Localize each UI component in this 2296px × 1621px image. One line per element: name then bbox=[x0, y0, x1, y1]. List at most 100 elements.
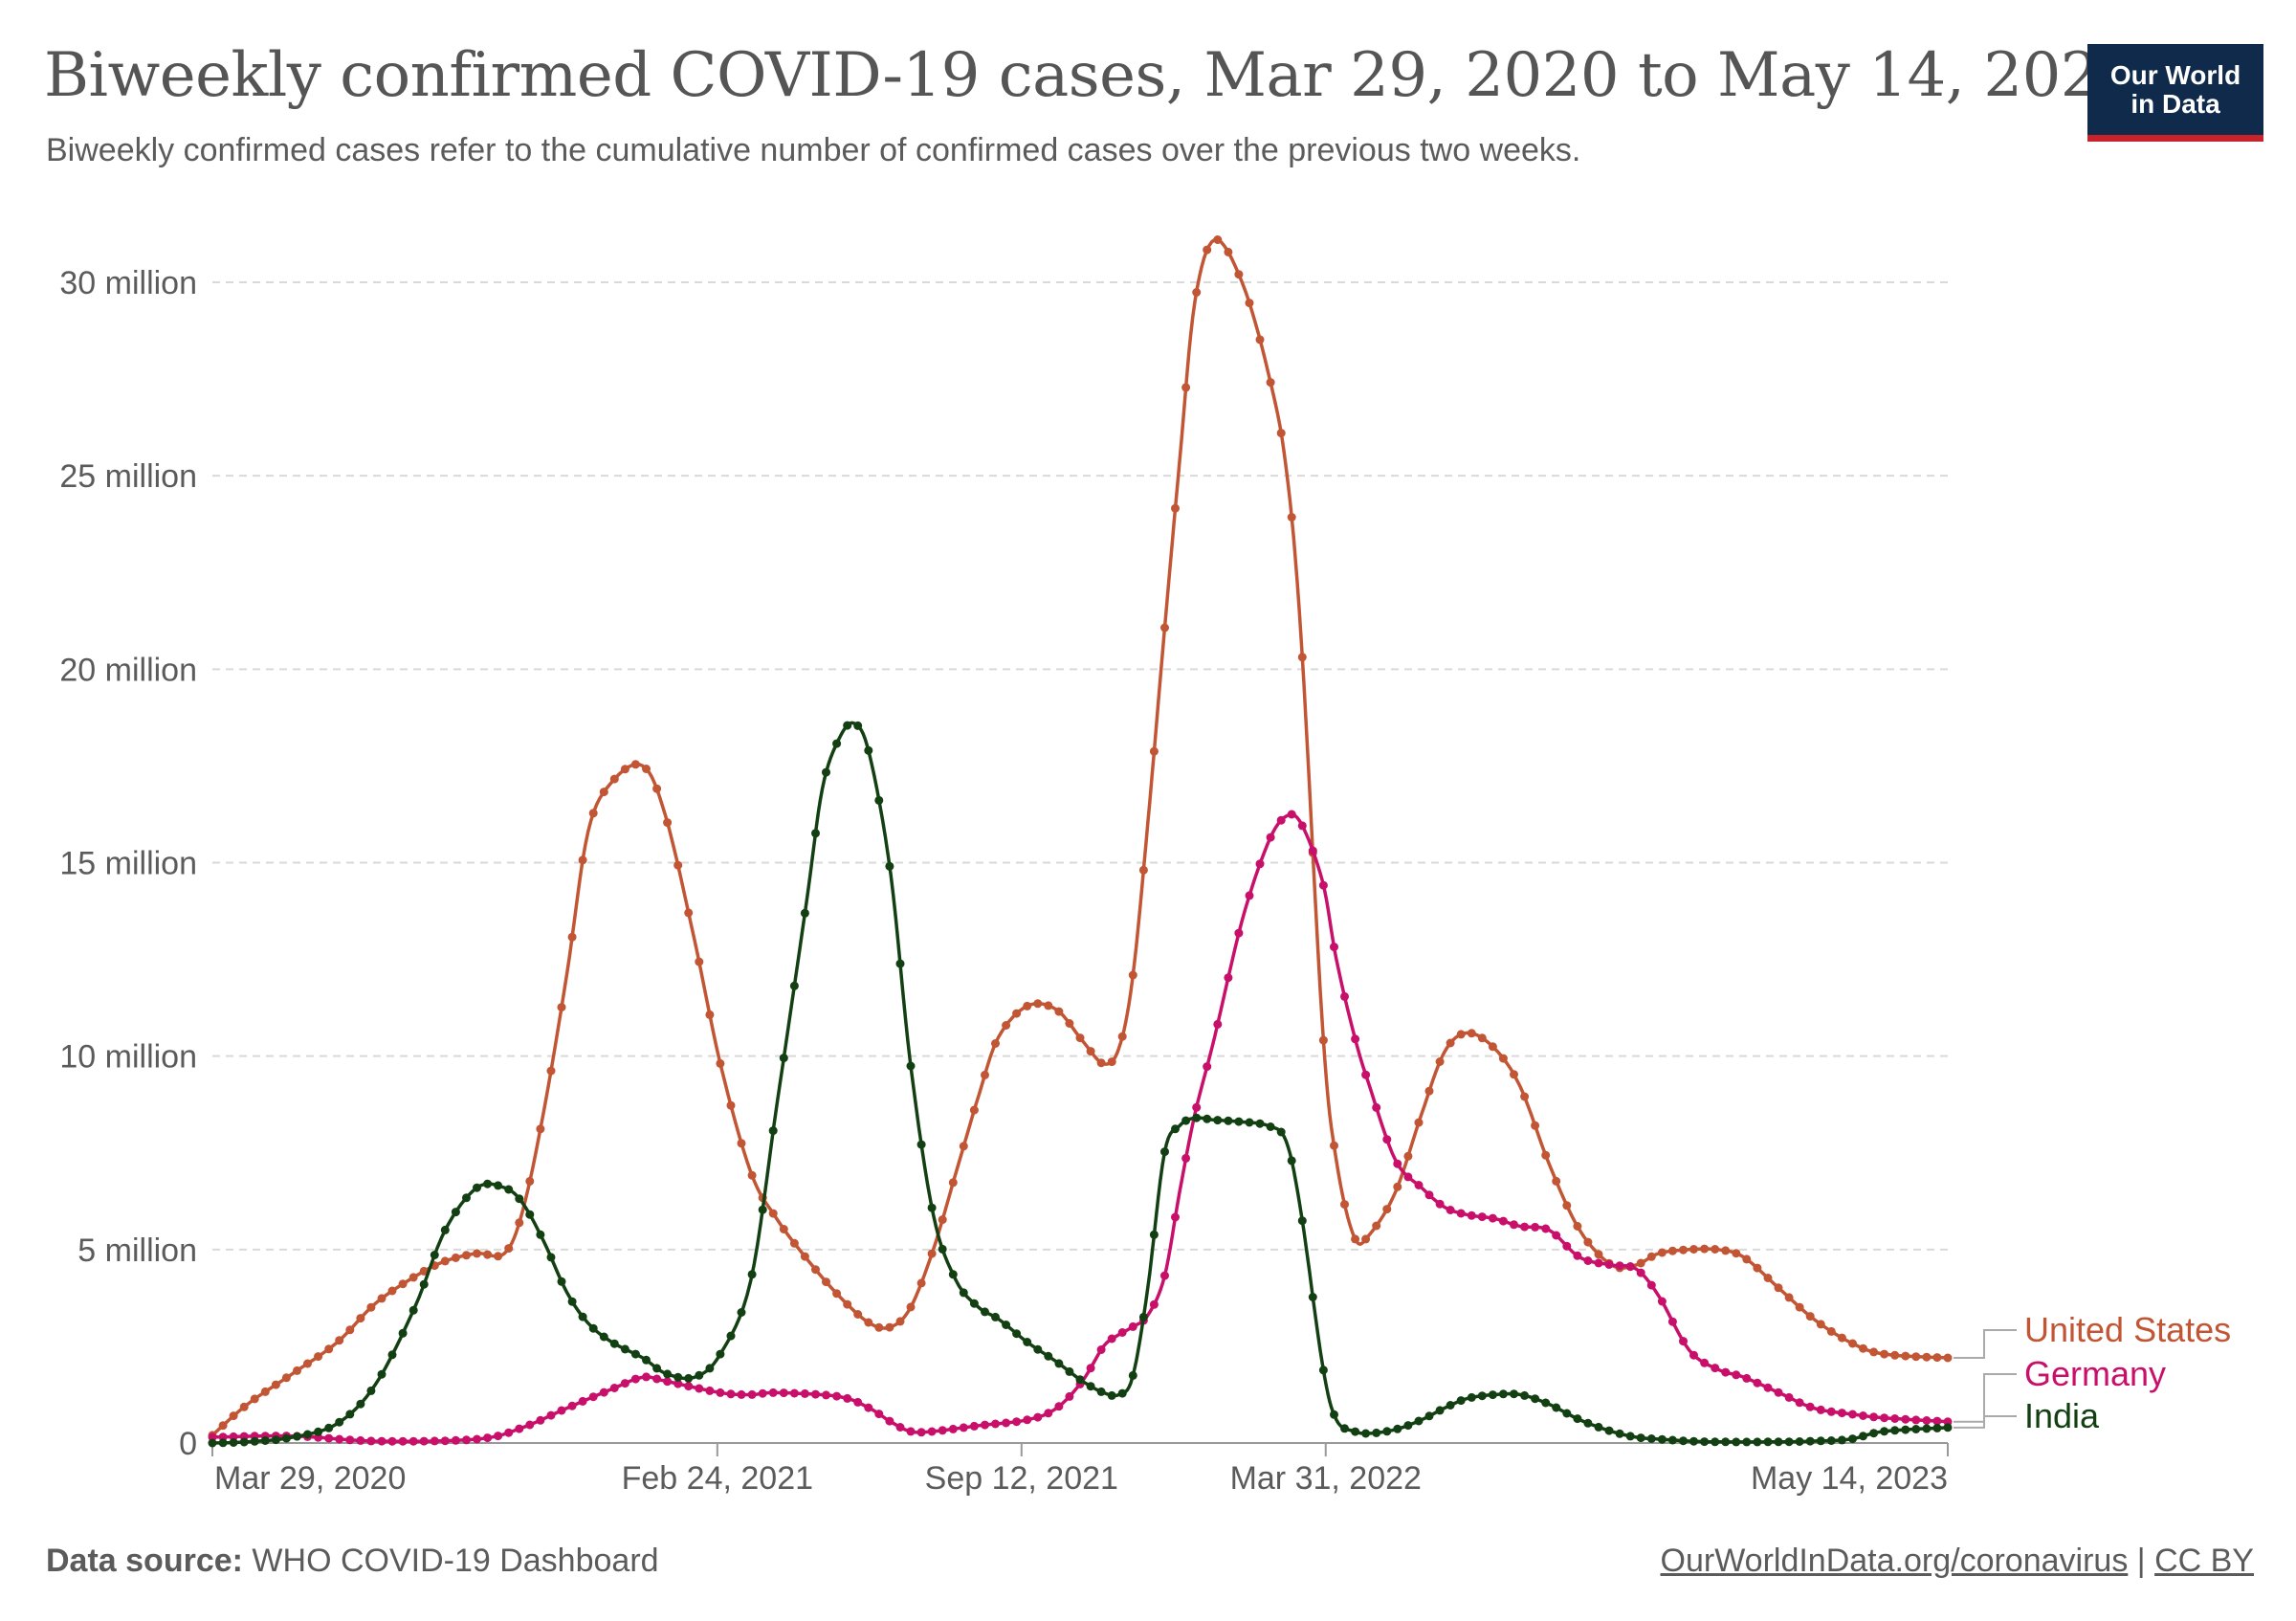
data-point bbox=[927, 1249, 937, 1258]
data-point bbox=[832, 739, 842, 748]
data-point bbox=[1742, 1437, 1752, 1447]
data-point bbox=[948, 1270, 958, 1279]
data-point bbox=[1128, 1321, 1137, 1331]
data-point bbox=[1096, 1387, 1106, 1396]
data-point bbox=[1054, 1402, 1064, 1411]
data-point bbox=[1160, 623, 1169, 633]
data-point bbox=[1192, 1102, 1202, 1112]
data-point bbox=[1351, 1034, 1360, 1044]
data-point bbox=[1107, 1057, 1116, 1067]
data-point bbox=[1636, 1258, 1645, 1268]
data-point bbox=[663, 1369, 673, 1379]
coronavirus-link[interactable]: OurWorldInData.org/coronavirus bbox=[1660, 1543, 2129, 1579]
data-point bbox=[1531, 1121, 1540, 1130]
data-point bbox=[1477, 1033, 1487, 1043]
data-point bbox=[684, 908, 694, 918]
data-point bbox=[1213, 1116, 1223, 1125]
data-point bbox=[906, 1061, 916, 1071]
data-point bbox=[1943, 1353, 1953, 1363]
data-point bbox=[557, 1003, 566, 1012]
owid-logo[interactable]: Our World in Data bbox=[2087, 44, 2263, 142]
data-point bbox=[726, 1100, 736, 1110]
data-point bbox=[1646, 1434, 1656, 1443]
footer-links: OurWorldInData.org/coronavirus | CC BY bbox=[1661, 1543, 2254, 1580]
data-point bbox=[578, 1312, 587, 1321]
data-point bbox=[462, 1193, 471, 1203]
data-point bbox=[811, 1265, 820, 1275]
data-point bbox=[1467, 1210, 1476, 1220]
data-point bbox=[281, 1433, 291, 1443]
data-point bbox=[229, 1411, 238, 1421]
data-point bbox=[1679, 1436, 1688, 1446]
series-label: India bbox=[2024, 1396, 2100, 1435]
data-point bbox=[1774, 1388, 1783, 1397]
data-point bbox=[1498, 1389, 1508, 1399]
data-point bbox=[1403, 1172, 1413, 1182]
series-line bbox=[211, 812, 1949, 1443]
data-point bbox=[885, 1416, 894, 1426]
data-point bbox=[895, 959, 905, 968]
data-point bbox=[281, 1373, 291, 1383]
grid-lines: 0 5 million 10 million 15 million 20 million… bbox=[59, 265, 1948, 1462]
data-point bbox=[1149, 1230, 1159, 1239]
data-point bbox=[1784, 1293, 1794, 1302]
data-point bbox=[747, 1389, 757, 1399]
data-point bbox=[969, 1421, 979, 1431]
data-point bbox=[1023, 1415, 1032, 1425]
data-point bbox=[1245, 1118, 1254, 1127]
data-point bbox=[885, 861, 894, 871]
data-point bbox=[1351, 1234, 1360, 1244]
data-point bbox=[789, 1388, 799, 1398]
data-point bbox=[345, 1325, 355, 1335]
data-point bbox=[1351, 1427, 1360, 1436]
label-connector bbox=[1954, 1329, 2017, 1360]
data-point bbox=[1456, 1396, 1466, 1406]
data-point bbox=[1372, 1102, 1381, 1112]
data-point bbox=[356, 1435, 365, 1445]
data-point bbox=[271, 1435, 280, 1445]
data-point bbox=[800, 908, 809, 918]
data-point bbox=[1711, 1437, 1720, 1447]
data-point bbox=[1911, 1352, 1921, 1362]
data-point bbox=[1224, 973, 1233, 983]
data-point bbox=[800, 1388, 809, 1398]
data-point bbox=[906, 1427, 916, 1436]
data-point bbox=[366, 1386, 376, 1395]
license-link[interactable]: CC BY bbox=[2154, 1543, 2254, 1579]
data-point bbox=[673, 1379, 683, 1388]
data-point bbox=[864, 1318, 873, 1327]
data-point bbox=[462, 1435, 471, 1445]
data-point bbox=[1848, 1434, 1857, 1444]
data-point bbox=[1552, 1231, 1561, 1240]
data-point bbox=[609, 774, 619, 784]
data-point bbox=[1086, 1364, 1095, 1373]
data-point bbox=[1784, 1437, 1794, 1447]
data-point bbox=[1318, 1035, 1328, 1045]
data-point bbox=[1054, 1007, 1064, 1016]
data-point bbox=[218, 1438, 228, 1448]
data-point bbox=[1531, 1394, 1540, 1404]
data-point bbox=[1065, 1366, 1074, 1376]
data-point bbox=[525, 1176, 535, 1186]
data-point bbox=[1583, 1418, 1593, 1428]
data-point bbox=[1171, 1124, 1180, 1134]
data-point bbox=[684, 1382, 694, 1391]
data-point bbox=[673, 1372, 683, 1382]
data-point bbox=[1033, 999, 1043, 1009]
data-point bbox=[1340, 991, 1349, 1001]
data-point bbox=[1932, 1416, 1942, 1426]
data-point bbox=[1901, 1351, 1910, 1361]
data-point bbox=[1330, 943, 1338, 952]
data-point bbox=[419, 1266, 429, 1276]
data-point bbox=[1636, 1268, 1645, 1277]
series-line bbox=[211, 721, 1949, 1445]
data-point bbox=[1848, 1410, 1857, 1419]
data-point bbox=[335, 1336, 344, 1345]
data-source-value: WHO COVID-19 Dashboard bbox=[252, 1543, 659, 1579]
data-point bbox=[1700, 1358, 1710, 1367]
data-point bbox=[758, 1388, 767, 1398]
data-point bbox=[557, 1277, 566, 1286]
data-point bbox=[874, 795, 884, 805]
data-point bbox=[673, 860, 683, 870]
data-point bbox=[663, 1377, 673, 1387]
